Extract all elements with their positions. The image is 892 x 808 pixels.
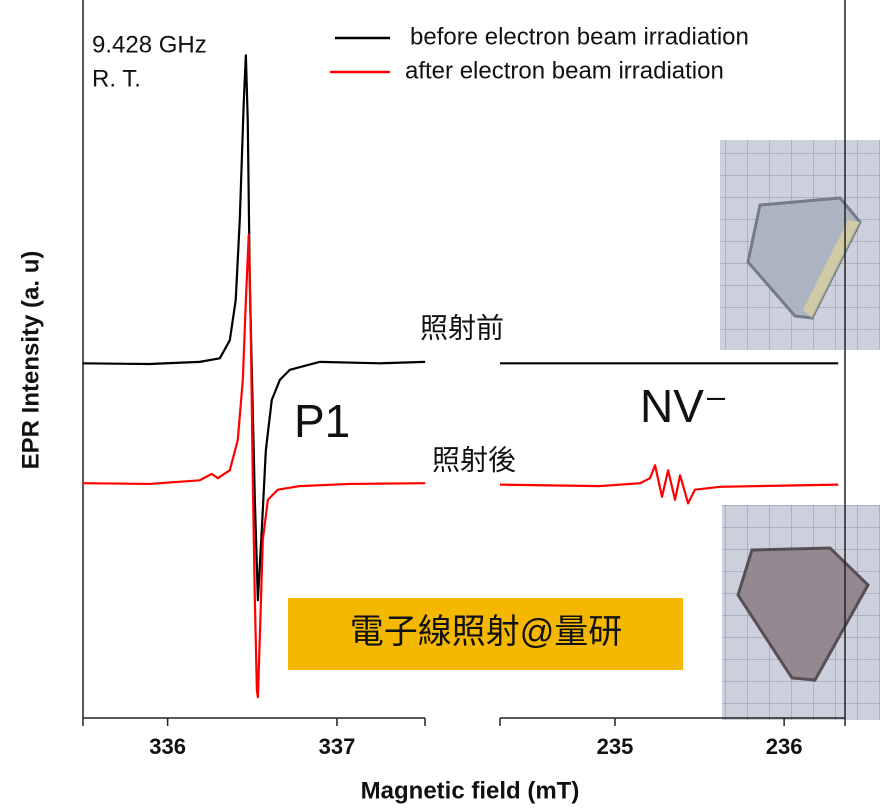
annotation: 照射前	[420, 312, 504, 343]
data-line	[499, 464, 839, 505]
annotation: P1	[294, 395, 350, 447]
data-line	[82, 233, 426, 699]
legend-label: before electron beam irradiation	[410, 23, 749, 50]
y-axis-label: EPR Intensity (a. u)	[17, 251, 44, 470]
x-tick-label: 235	[597, 734, 634, 759]
photo-before	[720, 140, 880, 350]
annotation: 9.428 GHz	[92, 31, 207, 58]
x-tick-label: 236	[766, 734, 803, 759]
annotation: 照射後	[432, 444, 516, 475]
photo-after	[722, 505, 880, 720]
legend-label: after electron beam irradiation	[405, 57, 724, 84]
x-tick-label: 337	[319, 734, 356, 759]
x-tick-label: 336	[149, 734, 186, 759]
highlight-box	[288, 598, 683, 670]
annotation: R. T.	[92, 65, 141, 92]
annotation: NV⁻	[640, 380, 728, 432]
x-axis-label: Magnetic field (mT)	[361, 777, 580, 804]
annotation: 電子線照射@量研	[350, 613, 623, 651]
